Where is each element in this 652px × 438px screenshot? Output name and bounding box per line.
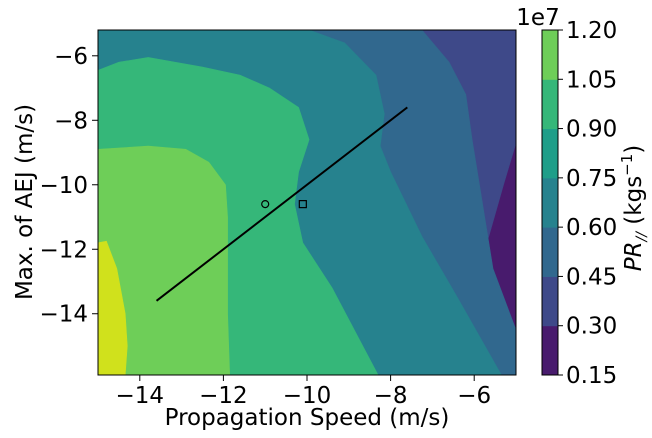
reference-line-0 bbox=[155, 106, 408, 302]
y-tick-label: −6 bbox=[54, 44, 88, 70]
colorbar-segment-3 bbox=[542, 177, 558, 228]
x-tick-label: −12 bbox=[199, 383, 248, 409]
colorbar-label-unit-open: (kgs bbox=[621, 176, 647, 232]
colorbar-tick-label: 0.75 bbox=[566, 166, 617, 192]
colorbar-label: PR// (kgs−1) bbox=[618, 145, 650, 272]
contour-band-0 bbox=[98, 240, 128, 375]
colorbar-offset-text: 1e7 bbox=[516, 5, 559, 31]
y-axis-label: Max. of AEJ (m/s) bbox=[12, 104, 38, 300]
colorbar-tick-label: 1.05 bbox=[566, 67, 617, 93]
y-axis: −14 −12 −10 −8 −6 bbox=[39, 44, 98, 328]
overlay-layer bbox=[155, 106, 408, 302]
x-tick-label: −6 bbox=[457, 383, 491, 409]
x-tick-label: −14 bbox=[116, 383, 165, 409]
colorbar-tick-label: 0.45 bbox=[566, 264, 617, 290]
colorbar-segment-0 bbox=[542, 325, 558, 376]
circle-marker bbox=[261, 200, 270, 209]
colorbar-segment-5 bbox=[542, 79, 558, 130]
colorbar-tick-label: 0.15 bbox=[566, 363, 617, 389]
colorbar-label-unit-close: ) bbox=[621, 145, 647, 154]
x-axis-label: Propagation Speed (m/s) bbox=[165, 405, 450, 431]
colorbar-frame bbox=[541, 29, 559, 376]
x-tick-label: −8 bbox=[374, 383, 408, 409]
y-tick-label: −12 bbox=[39, 237, 88, 263]
contour-band-1 bbox=[98, 145, 231, 375]
square-marker bbox=[298, 200, 307, 209]
contour-bands bbox=[98, 30, 516, 375]
colorbar-segment-4 bbox=[542, 128, 558, 179]
colorbar-tick-label: 0.90 bbox=[566, 117, 617, 143]
colorbar-segment-6 bbox=[542, 30, 558, 80]
colorbar-tick-label: 0.30 bbox=[566, 314, 617, 340]
colorbar-tick-label: 1.20 bbox=[566, 18, 617, 44]
colorbar-tick-label: 0.60 bbox=[566, 215, 617, 241]
x-tick-label: −10 bbox=[283, 383, 332, 409]
colorbar-label-main: PR bbox=[621, 241, 647, 271]
colorbar-segment-2 bbox=[542, 227, 558, 277]
colorbar-label-sub: // bbox=[634, 231, 650, 244]
x-axis: −14 −12 −10 −8 −6 bbox=[116, 375, 491, 409]
colorbar: 0.15 0.30 0.45 0.60 0.75 0.90 1.05 1.20 bbox=[541, 18, 617, 389]
colorbar-segment-1 bbox=[542, 276, 558, 327]
colorbar-label-unit-sup: −1 bbox=[618, 154, 636, 176]
y-tick-label: −8 bbox=[54, 108, 88, 134]
y-tick-label: −14 bbox=[39, 302, 88, 328]
y-tick-label: −10 bbox=[39, 173, 88, 199]
